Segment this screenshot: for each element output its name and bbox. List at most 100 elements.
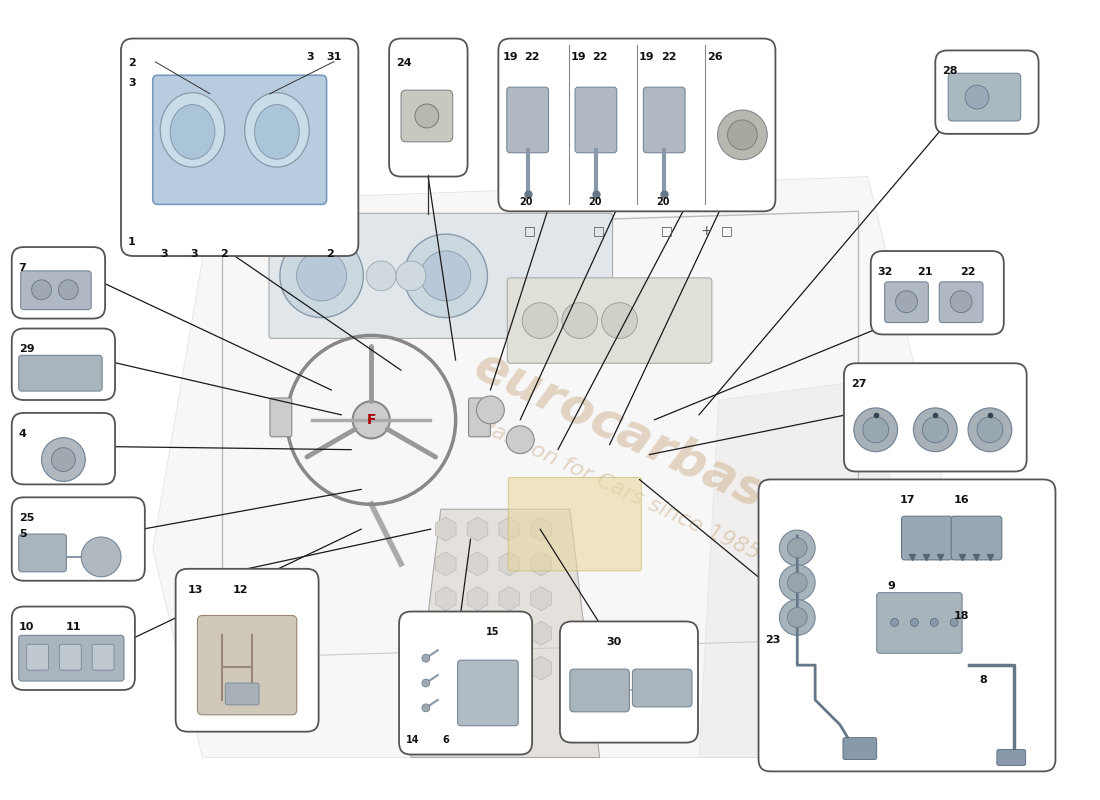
Text: 14: 14 [406, 734, 419, 745]
Text: 2: 2 [220, 249, 228, 259]
FancyBboxPatch shape [19, 635, 124, 681]
Circle shape [911, 618, 918, 626]
FancyBboxPatch shape [632, 669, 692, 707]
Text: 2: 2 [327, 249, 334, 259]
Text: 27: 27 [851, 379, 867, 389]
FancyBboxPatch shape [469, 398, 491, 437]
Text: □: □ [525, 225, 536, 238]
Text: □: □ [661, 225, 672, 238]
Ellipse shape [161, 93, 224, 167]
Circle shape [420, 251, 471, 301]
Text: 20: 20 [519, 198, 534, 207]
Text: 13: 13 [187, 585, 202, 594]
Text: 22: 22 [525, 53, 540, 62]
FancyBboxPatch shape [948, 74, 1021, 121]
Circle shape [788, 573, 807, 593]
Text: □: □ [593, 225, 604, 238]
Circle shape [727, 120, 757, 150]
Text: 22: 22 [593, 53, 608, 62]
Circle shape [404, 234, 487, 318]
FancyBboxPatch shape [508, 478, 641, 571]
FancyBboxPatch shape [871, 251, 1004, 334]
Circle shape [923, 417, 948, 442]
Circle shape [780, 600, 815, 635]
Circle shape [950, 618, 958, 626]
Text: 9: 9 [888, 581, 895, 590]
FancyBboxPatch shape [19, 534, 66, 572]
FancyBboxPatch shape [59, 644, 81, 670]
Text: 22: 22 [960, 267, 976, 277]
FancyBboxPatch shape [644, 87, 685, 153]
Text: 1: 1 [128, 237, 135, 247]
FancyBboxPatch shape [21, 271, 91, 310]
Circle shape [854, 408, 898, 452]
Polygon shape [698, 380, 917, 758]
FancyBboxPatch shape [458, 660, 518, 726]
FancyBboxPatch shape [844, 363, 1026, 471]
Ellipse shape [244, 93, 309, 167]
Circle shape [965, 86, 989, 109]
Circle shape [931, 618, 938, 626]
Circle shape [717, 110, 767, 160]
Text: 26: 26 [707, 53, 723, 62]
Text: 2: 2 [128, 58, 135, 68]
Circle shape [788, 538, 807, 558]
Text: 15: 15 [485, 627, 499, 638]
Text: 6: 6 [442, 734, 450, 745]
Circle shape [780, 530, 815, 566]
Text: 4: 4 [19, 429, 26, 438]
FancyBboxPatch shape [399, 611, 532, 754]
Text: 20: 20 [588, 198, 602, 207]
Polygon shape [153, 177, 947, 758]
FancyBboxPatch shape [935, 50, 1038, 134]
Text: □: □ [720, 225, 733, 238]
FancyBboxPatch shape [198, 615, 297, 714]
Text: 21: 21 [917, 267, 933, 277]
Circle shape [788, 607, 807, 627]
FancyBboxPatch shape [939, 282, 983, 322]
Circle shape [913, 408, 957, 452]
FancyBboxPatch shape [12, 329, 116, 400]
FancyBboxPatch shape [498, 38, 776, 211]
Circle shape [422, 704, 430, 712]
Circle shape [522, 302, 558, 338]
Text: 18: 18 [954, 610, 970, 621]
FancyBboxPatch shape [270, 214, 613, 338]
FancyBboxPatch shape [507, 87, 549, 153]
FancyBboxPatch shape [570, 669, 629, 712]
Circle shape [476, 396, 504, 424]
Circle shape [42, 438, 86, 482]
Circle shape [415, 104, 439, 128]
FancyBboxPatch shape [26, 644, 48, 670]
Circle shape [366, 261, 396, 290]
Circle shape [977, 417, 1003, 442]
Circle shape [422, 679, 430, 687]
Circle shape [895, 290, 917, 313]
Circle shape [279, 234, 363, 318]
FancyBboxPatch shape [877, 593, 962, 654]
FancyBboxPatch shape [12, 606, 135, 690]
FancyBboxPatch shape [270, 398, 292, 437]
Text: 11: 11 [65, 622, 81, 633]
Ellipse shape [254, 105, 299, 159]
FancyBboxPatch shape [12, 413, 116, 485]
Text: 8: 8 [979, 675, 987, 685]
Circle shape [58, 280, 78, 300]
Text: 30: 30 [606, 638, 621, 647]
Text: 5: 5 [19, 529, 26, 539]
Text: 24: 24 [396, 58, 411, 68]
FancyBboxPatch shape [121, 38, 359, 256]
Circle shape [891, 618, 899, 626]
FancyBboxPatch shape [12, 498, 145, 581]
FancyBboxPatch shape [19, 355, 102, 391]
Text: 25: 25 [19, 514, 34, 523]
Text: 10: 10 [19, 622, 34, 633]
Text: 22: 22 [661, 53, 676, 62]
FancyBboxPatch shape [952, 516, 1002, 560]
FancyBboxPatch shape [560, 622, 698, 742]
FancyBboxPatch shape [884, 282, 928, 322]
FancyBboxPatch shape [402, 90, 453, 142]
Text: 28: 28 [943, 66, 958, 76]
FancyBboxPatch shape [575, 87, 617, 153]
Text: 3: 3 [307, 53, 315, 62]
